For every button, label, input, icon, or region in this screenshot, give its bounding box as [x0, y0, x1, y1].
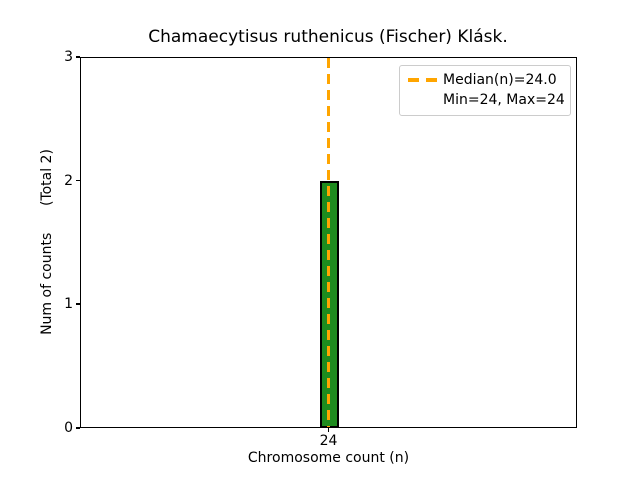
- y-tick-mark: [76, 56, 80, 58]
- y-tick-label: 0: [64, 420, 73, 436]
- dashed-line-legend-marker: [408, 78, 437, 82]
- legend-row-minmax: Min=24, Max=24: [408, 90, 565, 110]
- y-tick-label: 2: [64, 172, 73, 189]
- y-tick-mark: [76, 427, 80, 429]
- y-tick-label: 1: [64, 296, 73, 313]
- legend-label-median: Median(n)=24.0: [443, 72, 557, 88]
- y-tick-mark: [76, 303, 80, 305]
- x-tick-label: 24: [319, 433, 338, 449]
- legend: Median(n)=24.0 Min=24, Max=24: [399, 65, 571, 116]
- plot-area: Median(n)=24.0 Min=24, Max=24: [80, 57, 577, 428]
- x-axis-label: Chromosome count (n): [247, 450, 410, 466]
- legend-row-median: Median(n)=24.0: [408, 70, 562, 90]
- legend-label-minmax: Min=24, Max=24: [443, 92, 565, 108]
- y-tick-mark: [76, 179, 80, 182]
- x-tick-mark: [327, 428, 330, 432]
- median-line: [327, 58, 330, 427]
- chart-title: Chamaecytisus ruthenicus (Fischer) Klásk…: [148, 27, 508, 47]
- y-tick-label: 3: [64, 49, 73, 65]
